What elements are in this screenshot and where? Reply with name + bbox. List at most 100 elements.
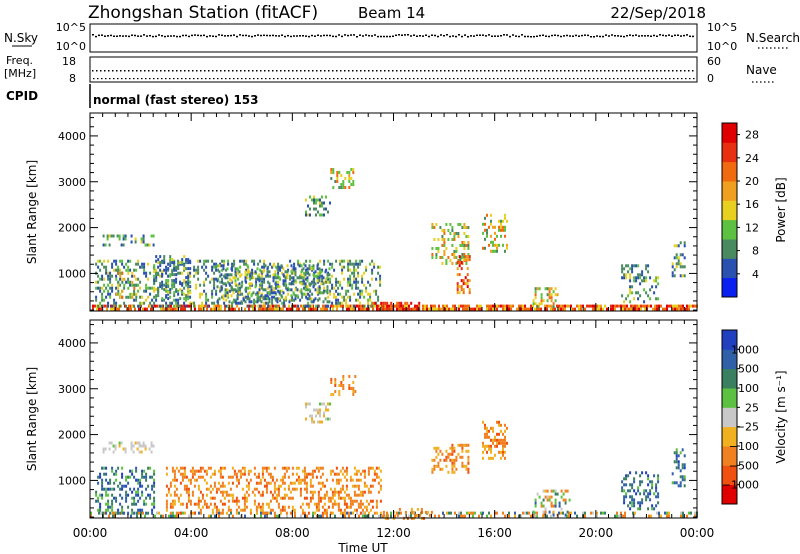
nave-point	[560, 70, 562, 72]
echo-cell	[384, 307, 386, 311]
echo-cell	[104, 304, 106, 308]
echo-cell	[169, 301, 172, 305]
echo-cell	[357, 280, 360, 284]
echo-cell	[221, 475, 224, 479]
echo-cell	[347, 295, 350, 299]
echo-cell	[300, 282, 303, 286]
echo-cell	[386, 304, 389, 308]
freq-point	[129, 78, 131, 80]
echo-cell	[300, 273, 303, 277]
echo-cell	[103, 487, 106, 491]
echo-cell	[225, 268, 228, 272]
echo-cell	[371, 499, 374, 503]
nsky-point	[569, 35, 571, 37]
nave-point	[392, 70, 394, 72]
echo-cell	[449, 223, 452, 226]
echo-cell	[345, 478, 348, 482]
echo-cell	[287, 505, 290, 509]
echo-cell	[490, 304, 492, 308]
echo-cell	[236, 297, 239, 301]
echo-cell	[122, 243, 125, 247]
echo-cell	[107, 304, 110, 308]
nsky-point	[128, 35, 130, 38]
echo-cell	[223, 490, 226, 494]
echo-cell	[379, 280, 382, 284]
echo-cell	[127, 475, 130, 479]
freq-point	[665, 78, 667, 80]
colorbar-swatch	[722, 368, 737, 389]
echo-cell	[132, 444, 135, 448]
echo-cell	[327, 408, 329, 412]
echo-cell	[639, 273, 642, 277]
echo-cell	[649, 288, 652, 292]
echo-cell	[675, 256, 678, 260]
echo-cell	[286, 264, 289, 268]
echo-cell	[464, 514, 466, 518]
echo-cell	[647, 264, 650, 268]
echo-cell	[658, 511, 660, 515]
echo-cell	[600, 307, 602, 311]
echo-cell	[224, 307, 226, 311]
echo-cell	[121, 289, 124, 293]
echo-cell	[470, 307, 472, 311]
echo-cell	[643, 492, 646, 496]
echo-cell	[199, 466, 202, 470]
echo-cell	[504, 438, 506, 442]
echo-cell	[375, 499, 378, 503]
echo-cell	[216, 279, 219, 283]
nave-point	[136, 70, 138, 72]
echo-cell	[322, 514, 324, 518]
echo-cell	[259, 505, 262, 509]
echo-cell	[154, 304, 156, 308]
echo-cell	[218, 270, 221, 274]
echo-cell	[384, 514, 386, 518]
echo-cell	[371, 277, 374, 281]
echo-cell	[546, 489, 549, 493]
echo-cell	[92, 304, 94, 308]
echo-cell	[181, 282, 184, 286]
echo-cell	[270, 511, 272, 515]
echo-cell	[500, 456, 502, 460]
echo-cell	[506, 243, 508, 247]
echo-cell	[291, 505, 294, 509]
plot-frame	[89, 319, 698, 519]
echo-cell	[361, 289, 364, 293]
echo-cell	[197, 268, 200, 272]
echo-cell	[167, 285, 170, 289]
echo-cell	[359, 493, 362, 497]
echo-cell	[441, 452, 444, 456]
echo-cell	[238, 288, 241, 292]
echo-cell	[133, 487, 136, 491]
echo-cell	[307, 505, 310, 509]
echo-cell	[175, 280, 178, 284]
echo-cell	[490, 240, 492, 244]
echo-cell	[113, 301, 116, 305]
echo-cell	[522, 304, 524, 308]
echo-cell	[398, 307, 400, 311]
echo-cell	[266, 297, 269, 301]
freq-point	[585, 78, 587, 80]
echo-cell	[287, 466, 290, 470]
echo-cell	[683, 241, 686, 245]
echo-cell	[656, 304, 658, 308]
echo-cell	[431, 470, 434, 474]
echo-cell	[115, 286, 118, 290]
echo-cell	[625, 276, 628, 280]
echo-cell	[637, 264, 640, 268]
echo-cell	[134, 240, 137, 244]
echo-cell	[307, 502, 310, 506]
echo-cell	[305, 475, 308, 479]
echo-cell	[173, 502, 176, 506]
echo-cell	[639, 501, 642, 505]
echo-cell	[331, 286, 334, 290]
echo-cell	[463, 244, 466, 247]
echo-cell	[108, 243, 111, 247]
nsky-point	[203, 34, 205, 37]
echo-cell	[153, 505, 156, 509]
echo-cell	[137, 289, 140, 293]
echo-cell	[112, 511, 114, 515]
echo-cell	[365, 286, 368, 290]
echo-cell	[187, 288, 190, 292]
echo-cell	[348, 384, 351, 387]
echo-cell	[153, 295, 156, 299]
